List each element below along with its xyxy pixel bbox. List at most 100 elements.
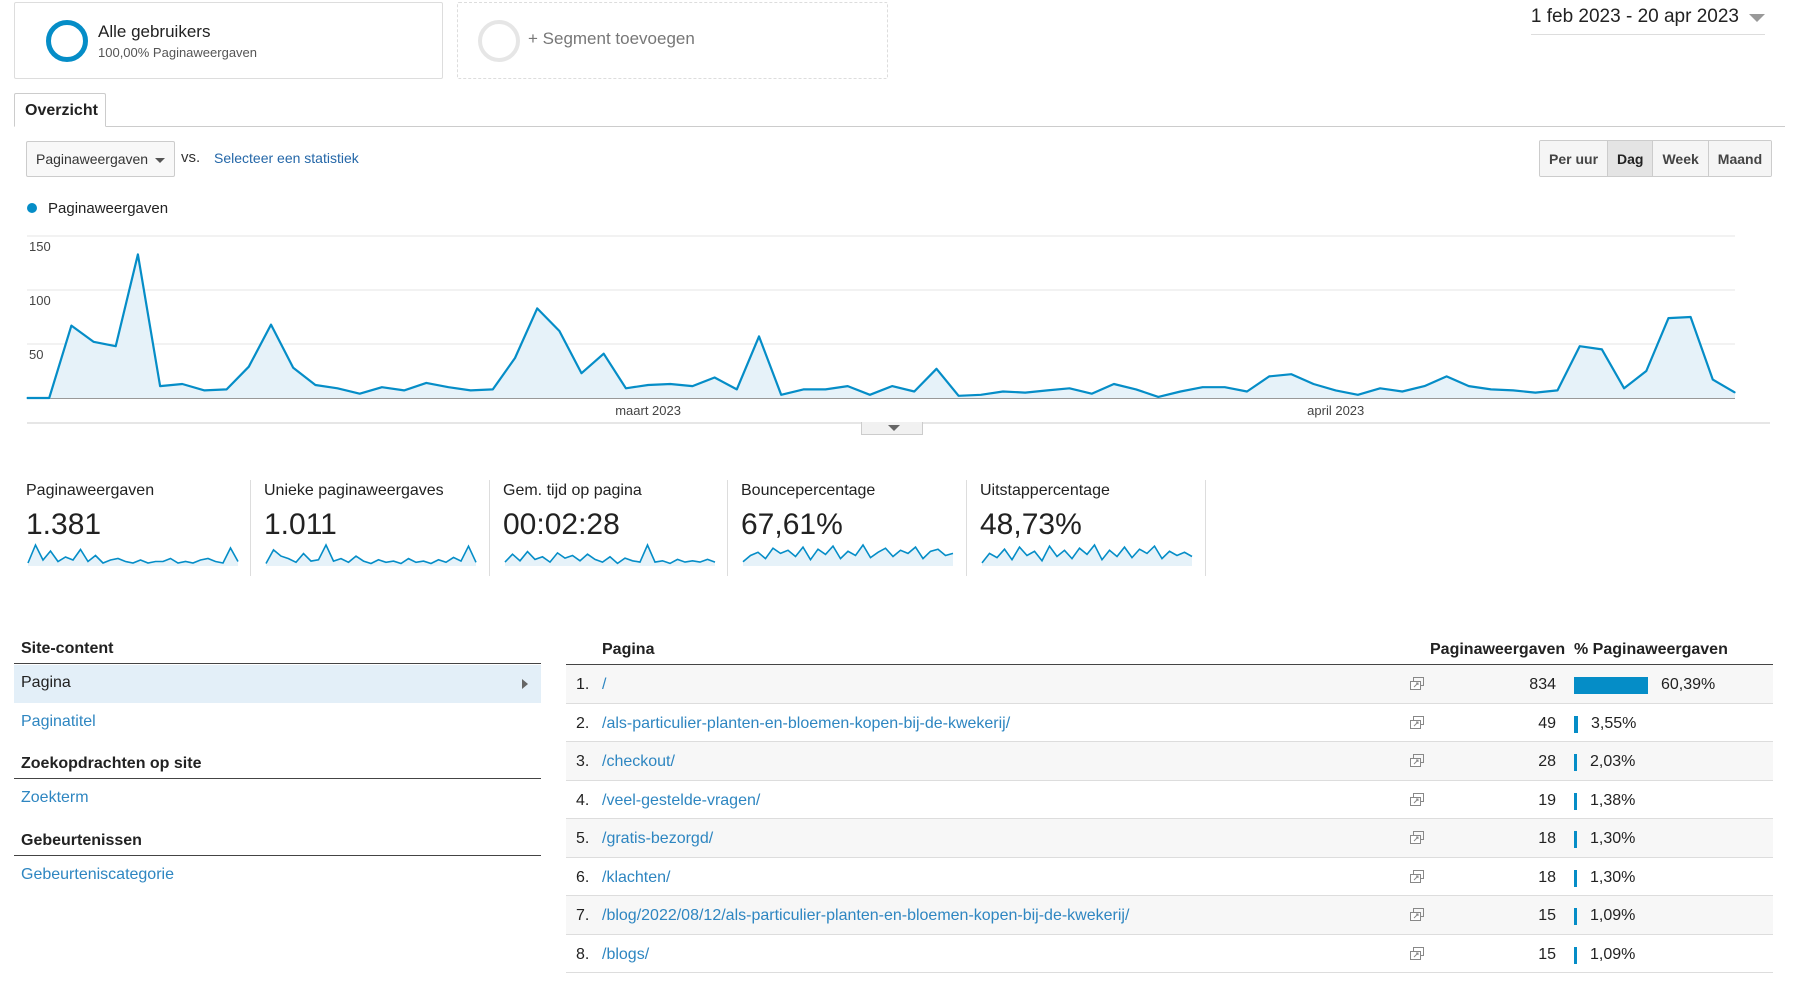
nav-item-zoekterm[interactable]: Zoekterm [14, 789, 541, 807]
add-segment-button[interactable]: + Segment toevoegen [457, 2, 888, 79]
data-point[interactable] [292, 367, 294, 369]
data-point[interactable] [1623, 387, 1625, 389]
data-point[interactable] [824, 388, 827, 390]
data-point[interactable] [1645, 370, 1647, 372]
scorecard[interactable]: Paginaweergaven 1.381 [26, 480, 264, 576]
data-point[interactable] [1246, 390, 1248, 393]
data-point[interactable] [647, 384, 649, 386]
data-point[interactable] [1335, 389, 1337, 392]
data-point[interactable] [869, 394, 871, 396]
data-point[interactable] [714, 376, 716, 379]
data-point[interactable] [403, 389, 405, 392]
data-point[interactable] [1113, 383, 1115, 385]
data-point[interactable] [1224, 386, 1226, 388]
segment-all-users[interactable]: Alle gebruikers 100,00% Paginaweergaven [14, 2, 443, 79]
data-point[interactable] [1046, 389, 1048, 392]
data-point[interactable] [1157, 396, 1159, 398]
data-point[interactable] [1002, 390, 1004, 393]
scorecard[interactable]: Bouncepercentage 67,61% [741, 480, 979, 576]
data-point[interactable] [115, 345, 117, 347]
page-link[interactable]: /blog/2022/08/12/als-particulier-planten… [602, 907, 1130, 924]
data-point[interactable] [270, 323, 272, 326]
data-point[interactable] [669, 383, 671, 385]
data-point[interactable] [336, 387, 339, 389]
data-point[interactable] [425, 382, 427, 384]
data-point[interactable] [1091, 393, 1093, 395]
data-point[interactable] [1667, 317, 1670, 319]
data-point[interactable] [980, 394, 982, 396]
open-page-icon[interactable] [1410, 908, 1424, 921]
column-header-page[interactable]: Pagina [602, 641, 655, 658]
date-range-picker[interactable]: 1 feb 2023 - 20 apr 2023 [1530, 6, 1765, 35]
data-point[interactable] [1135, 388, 1137, 390]
period-hour-button[interactable]: Per uur [1540, 141, 1609, 176]
data-point[interactable] [1556, 389, 1559, 392]
data-point[interactable] [1446, 375, 1448, 377]
expand-chart-toggle[interactable] [861, 422, 923, 435]
data-point[interactable] [226, 388, 228, 390]
data-point[interactable] [958, 395, 960, 397]
data-point[interactable] [203, 389, 206, 392]
metric-select[interactable]: Paginaweergaven [26, 141, 175, 177]
nav-item-gebeurteniscategorie[interactable]: Gebeurteniscategorie [14, 866, 541, 884]
data-point[interactable] [1423, 385, 1426, 387]
open-page-icon[interactable] [1410, 754, 1424, 767]
data-point[interactable] [492, 388, 494, 390]
data-point[interactable] [736, 388, 738, 390]
data-point[interactable] [913, 390, 915, 393]
column-header-pct-pageviews[interactable]: % Paginaweergaven [1574, 641, 1728, 658]
data-point[interactable] [1512, 389, 1514, 392]
data-point[interactable] [1690, 316, 1692, 318]
scorecard[interactable]: Uitstappercentage 48,73% [980, 480, 1218, 576]
page-link[interactable]: /veel-gestelde-vragen/ [602, 791, 761, 809]
data-point[interactable] [70, 325, 72, 327]
data-point[interactable] [1024, 392, 1026, 394]
data-point[interactable] [1579, 345, 1581, 347]
page-link[interactable]: / [602, 676, 607, 693]
open-page-icon[interactable] [1410, 869, 1424, 883]
data-point[interactable] [1401, 390, 1403, 393]
data-point[interactable] [159, 385, 161, 387]
data-point[interactable] [1490, 388, 1492, 390]
open-page-icon[interactable] [1410, 792, 1424, 806]
data-point[interactable] [314, 384, 316, 386]
select-statistic-link[interactable]: Selecteer een statistiek [214, 150, 359, 166]
period-day-button[interactable]: Dag [1608, 141, 1654, 176]
data-point[interactable] [48, 397, 50, 399]
data-point[interactable] [558, 330, 560, 332]
open-page-icon[interactable] [1410, 715, 1424, 729]
data-point[interactable] [248, 366, 250, 368]
data-point[interactable] [1379, 387, 1381, 389]
period-week-button[interactable]: Week [1653, 141, 1709, 176]
open-page-icon[interactable] [1410, 946, 1424, 960]
nav-item-pagina[interactable]: Pagina [14, 665, 541, 703]
page-link[interactable]: /als-particulier-planten-en-bloemen-kope… [602, 714, 1011, 732]
scorecard[interactable]: Unieke paginaweergaves 1.011 [264, 480, 502, 576]
data-point[interactable] [603, 353, 605, 355]
nav-item-paginatitel[interactable]: Paginatitel [14, 713, 541, 731]
data-point[interactable] [92, 341, 95, 343]
data-point[interactable] [1534, 392, 1536, 394]
data-point[interactable] [1268, 375, 1270, 377]
data-point[interactable] [536, 307, 538, 309]
scorecard[interactable]: Gem. tijd op pagina 00:02:28 [503, 480, 741, 576]
data-point[interactable] [691, 385, 694, 387]
data-point[interactable] [447, 386, 450, 388]
data-point[interactable] [1712, 379, 1714, 381]
data-point[interactable] [1179, 390, 1182, 393]
data-point[interactable] [359, 393, 361, 395]
data-point[interactable] [580, 372, 583, 374]
data-point[interactable] [802, 388, 804, 390]
data-point[interactable] [26, 397, 28, 399]
data-point[interactable] [470, 389, 472, 392]
data-point[interactable] [891, 385, 893, 387]
data-point[interactable] [381, 386, 383, 388]
data-point[interactable] [1312, 383, 1315, 385]
open-page-icon[interactable] [1410, 677, 1424, 690]
page-link[interactable]: /checkout/ [602, 753, 675, 770]
page-link[interactable]: /blogs/ [602, 945, 650, 963]
data-point[interactable] [1202, 386, 1204, 388]
column-header-pageviews[interactable]: Paginaweergaven [1430, 641, 1566, 658]
data-point[interactable] [1601, 348, 1603, 350]
data-point[interactable] [758, 335, 760, 338]
